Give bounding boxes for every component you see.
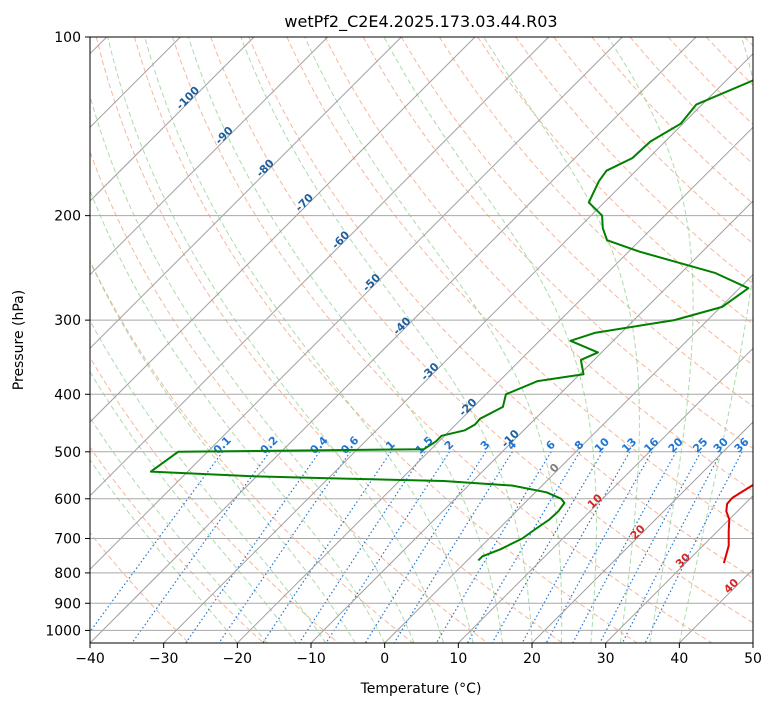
x-tick-label: 0 — [380, 651, 389, 667]
dry-adiabat-line — [286, 37, 753, 535]
isotherm-line — [310, 200, 753, 643]
x-tick-label: 50 — [744, 651, 762, 667]
dry-adiabat-line — [90, 356, 339, 643]
y-tick-label: 500 — [54, 445, 81, 461]
x-tick-label: −30 — [149, 651, 179, 667]
isotherm-line — [384, 273, 753, 643]
dry-adiabat-line — [172, 37, 712, 643]
isotherm-line — [163, 52, 753, 643]
mixing-ratio-line — [521, 451, 631, 643]
y-tick-label: 1000 — [45, 623, 81, 639]
mixing-ratio-line — [545, 451, 653, 643]
isotherm-line — [236, 126, 753, 643]
dry-adiabat-line — [133, 37, 638, 643]
mixing-ratio-line — [298, 451, 426, 643]
y-tick-label: 200 — [54, 209, 81, 225]
moist-adiabat-line — [90, 416, 268, 643]
moist-adiabat-line — [383, 37, 597, 643]
pressure-gridlines — [90, 37, 753, 631]
isotherm-line — [90, 37, 255, 202]
mixing-ratio-line — [572, 451, 677, 643]
y-tick-label: 600 — [54, 492, 81, 508]
isotherm-line — [90, 37, 329, 276]
y-axis-ticks: 100 200 300 400 500 600 700 800 900 1000 — [45, 30, 90, 639]
mixing-ratio-line — [218, 451, 351, 643]
temperature-profile-line — [722, 483, 753, 564]
dry-adiabat-line — [95, 37, 563, 643]
dry-adiabat-line — [90, 446, 264, 643]
moist-adiabat-line — [607, 37, 694, 643]
dry-adiabat-line — [210, 37, 753, 624]
isotherm-line — [90, 37, 550, 497]
isotherm-line — [90, 37, 623, 571]
dry-adiabat-line — [248, 37, 753, 579]
dry-adiabat-line — [438, 37, 753, 366]
moist-adiabat-line — [90, 189, 386, 643]
moist-adiabat-line — [304, 37, 563, 643]
mixing-ratio-line — [621, 451, 722, 643]
plot-area: -100-90-80-70-60-50-40-30-20-10010203040… — [90, 37, 753, 643]
x-axis-label: Temperature (°C) — [360, 681, 482, 697]
dry-adiabat-line — [90, 532, 190, 643]
x-axis-ticks: −40 −30 −20 −10 0 10 20 30 40 50 — [75, 643, 762, 667]
x-tick-label: 10 — [449, 651, 467, 667]
mixing-ratio-line — [644, 451, 743, 643]
dewpoint-profile-line — [149, 79, 753, 562]
moist-adiabat-line — [678, 37, 753, 643]
dry-adiabat-line — [90, 150, 488, 643]
x-tick-label: −40 — [75, 651, 105, 667]
plot-frame — [89, 36, 754, 644]
y-tick-label: 800 — [54, 566, 81, 582]
isotherm-line — [90, 37, 697, 643]
mixing-ratio-line — [90, 451, 224, 633]
moist-adiabats — [90, 37, 753, 643]
isotherm-line — [90, 37, 402, 350]
isotherm-line — [605, 494, 753, 643]
mixing-ratio-line — [435, 451, 552, 643]
x-tick-label: 20 — [523, 651, 541, 667]
dry-adiabats — [90, 37, 753, 643]
moist-adiabat-line — [90, 458, 238, 643]
x-tick-label: −20 — [223, 651, 253, 667]
y-axis-label: Pressure (hPa) — [11, 290, 27, 390]
moist-adiabat-line — [90, 319, 327, 643]
moist-adiabat-line — [144, 37, 474, 643]
moist-adiabat-line — [240, 37, 533, 643]
isotherm-line — [531, 421, 753, 643]
y-tick-label: 700 — [54, 532, 81, 548]
y-tick-label: 300 — [54, 313, 81, 329]
moist-adiabat-line — [188, 37, 503, 643]
y-tick-label: 400 — [54, 387, 81, 403]
moist-adiabat-line — [107, 37, 445, 643]
chart-title: wetPf2_C2E4.2025.173.03.44.R03 — [284, 12, 557, 32]
dry-adiabat-line — [515, 37, 753, 285]
dry-adiabat-line — [400, 37, 753, 408]
isotherm-line — [90, 37, 476, 423]
x-tick-label: 40 — [670, 651, 688, 667]
dry-adiabat-line — [90, 259, 414, 643]
moist-adiabat-line — [90, 260, 356, 643]
y-tick-label: 900 — [54, 596, 81, 612]
moist-adiabat-line — [483, 37, 640, 643]
x-tick-label: 30 — [597, 651, 615, 667]
y-tick-label: 100 — [54, 30, 81, 46]
mixing-ratio-line — [262, 451, 392, 643]
profile-series — [149, 79, 753, 564]
isotherms — [90, 37, 753, 643]
mixing-ratio-line — [599, 451, 702, 643]
mixing-ratio-line — [185, 451, 321, 643]
dry-adiabat-line — [477, 37, 753, 325]
x-tick-label: −10 — [296, 651, 326, 667]
isotherm-line — [457, 347, 753, 643]
